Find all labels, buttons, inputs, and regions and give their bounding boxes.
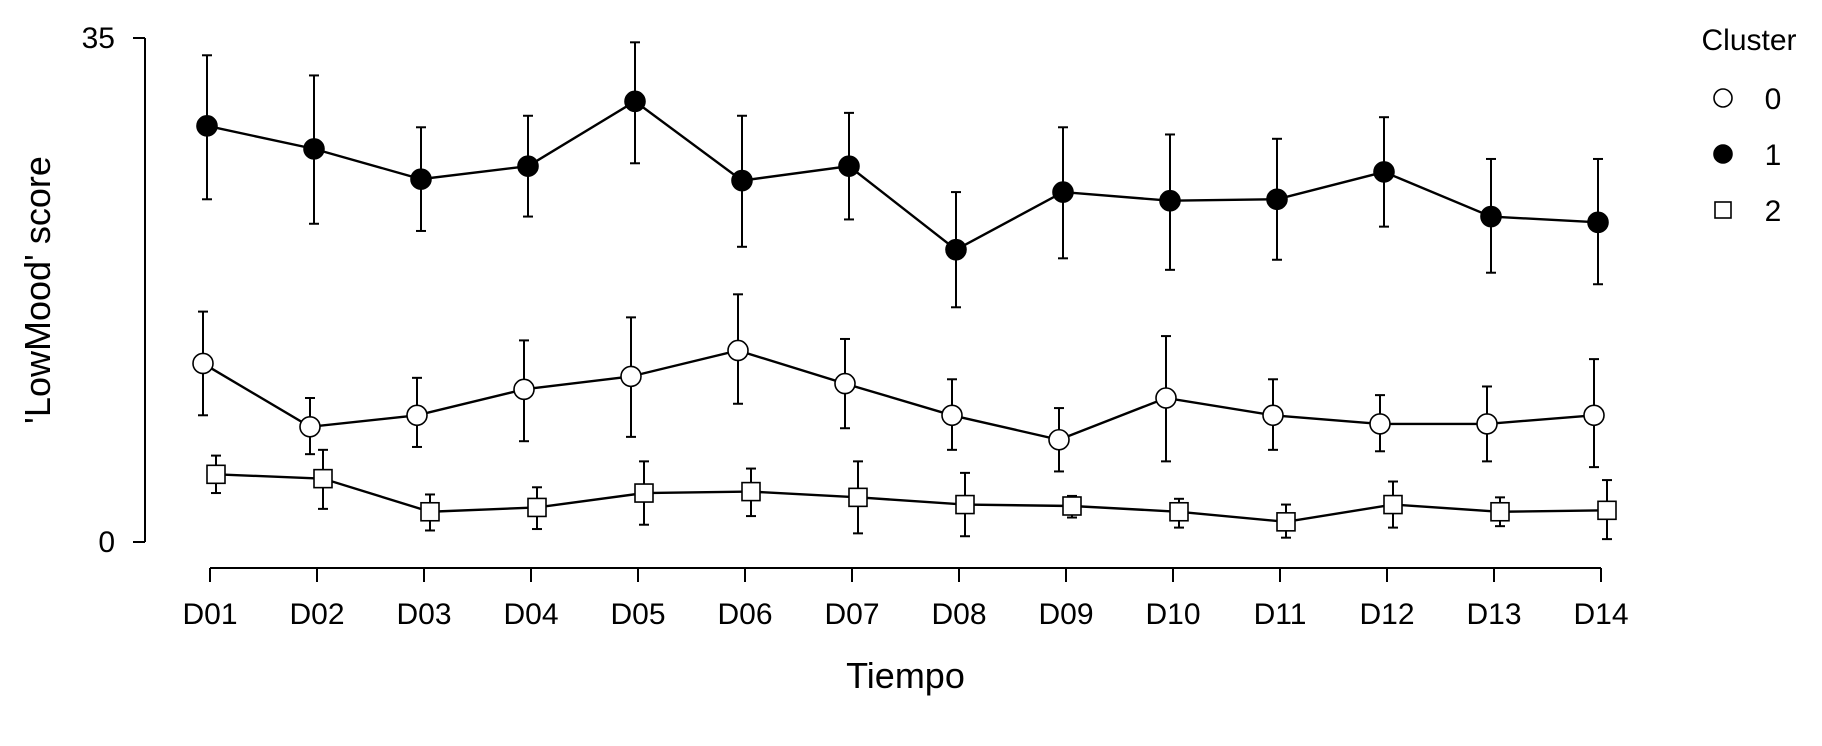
- data-point: [1583, 404, 1605, 427]
- legend-title: Cluster: [1701, 24, 1796, 57]
- data-point: [838, 155, 860, 177]
- data-point: [196, 115, 218, 137]
- x-tick-label: D05: [610, 598, 665, 631]
- data-point: [945, 238, 967, 261]
- x-tick-label: D02: [289, 598, 344, 631]
- legend-marker: [1713, 144, 1733, 164]
- data-point: [1169, 501, 1189, 522]
- legend-label: 0: [1765, 83, 1782, 116]
- data-point: [1048, 428, 1070, 451]
- data-point: [1476, 413, 1498, 435]
- legend-items: 0 1 2: [1713, 83, 1782, 228]
- data-point: [206, 464, 226, 485]
- data-point: [1597, 500, 1617, 521]
- data-point: [955, 494, 975, 515]
- data-point: [741, 481, 761, 502]
- legend-item: 2: [1714, 195, 1782, 228]
- data-point: [1373, 161, 1395, 183]
- legend-label: 2: [1765, 195, 1782, 228]
- y-axis-title: 'LowMood' score: [17, 156, 58, 424]
- x-axis-title: Tiempo: [846, 655, 965, 696]
- data-point: [834, 372, 856, 395]
- legend-marker: [1714, 201, 1732, 219]
- data-point: [620, 365, 642, 388]
- data-point: [1262, 404, 1284, 427]
- data-point: [1052, 181, 1074, 203]
- x-tick-label: D09: [1038, 598, 1093, 631]
- data-point: [1266, 188, 1288, 211]
- data-point: [1062, 496, 1082, 516]
- data-point: [517, 155, 539, 177]
- x-tick-label: D11: [1254, 598, 1307, 631]
- data-point: [1276, 512, 1296, 532]
- legend: Cluster 0 1 2: [1701, 24, 1796, 228]
- x-tick-label: D14: [1573, 598, 1628, 631]
- legend-item: 0: [1713, 83, 1782, 116]
- data-point: [731, 169, 753, 192]
- data-point: [303, 138, 325, 160]
- x-tick-label: D13: [1466, 598, 1521, 631]
- legend-marker: [1713, 88, 1733, 108]
- x-tick-label: D01: [182, 598, 237, 631]
- x-tick-label: D07: [824, 598, 879, 631]
- x-tick-label: D06: [717, 598, 772, 631]
- data-point: [1369, 413, 1391, 435]
- data-point: [1587, 211, 1609, 234]
- series-1: [196, 41, 1609, 309]
- data-point: [406, 404, 428, 427]
- x-tick-label: D08: [931, 598, 986, 631]
- axes: 0 35 D01 D02 D03 D04 D05 D06 D07 D08 D09 D10 D11 D12…: [82, 22, 1629, 631]
- data-point: [313, 468, 333, 489]
- data-point: [1383, 494, 1403, 515]
- data-point: [1159, 189, 1181, 212]
- series-line: [215, 473, 1608, 524]
- y-tick-label: 35: [82, 22, 115, 55]
- legend-item: 1: [1713, 139, 1782, 172]
- data-point: [420, 501, 440, 522]
- legend-label: 1: [1765, 139, 1782, 172]
- x-tick-label: D10: [1145, 598, 1200, 631]
- y-ticks: 0 35: [82, 22, 145, 559]
- x-tick-label: D12: [1359, 598, 1414, 631]
- data-point: [1155, 387, 1177, 409]
- x-ticks: D01 D02 D03 D04 D05 D06 D07 D08 D09 D10 D11 D12 D13 D…: [182, 568, 1629, 631]
- series-line: [202, 349, 1595, 442]
- data-point: [848, 487, 868, 508]
- x-tick-label: D04: [503, 598, 558, 631]
- data-point: [1480, 205, 1502, 228]
- data-point: [192, 352, 214, 375]
- data-point: [634, 483, 654, 503]
- data-point: [299, 415, 321, 438]
- series-2: [206, 448, 1617, 541]
- data-point: [727, 339, 749, 362]
- plot-marks: [192, 41, 1617, 541]
- y-tick-label: 0: [98, 526, 115, 559]
- data-point: [513, 378, 535, 401]
- data-point: [624, 90, 646, 113]
- series-line: [206, 99, 1599, 252]
- data-point: [527, 497, 547, 518]
- data-point: [941, 404, 963, 427]
- data-point: [1490, 501, 1510, 522]
- data-point: [410, 168, 432, 190]
- x-tick-label: D03: [396, 598, 451, 631]
- series-0: [192, 293, 1605, 473]
